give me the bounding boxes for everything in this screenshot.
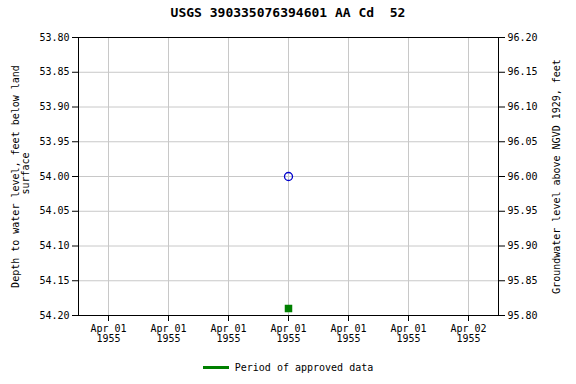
svg-text:54.10: 54.10 (39, 240, 69, 251)
svg-text:Apr 011955: Apr 011955 (390, 323, 426, 344)
svg-text:53.90: 53.90 (39, 101, 69, 112)
svg-text:96.00: 96.00 (508, 171, 538, 182)
svg-text:95.85: 95.85 (508, 275, 538, 286)
svg-text:53.85: 53.85 (39, 66, 69, 77)
svg-text:53.95: 53.95 (39, 136, 69, 147)
svg-text:Groundwater level above NGVD 1: Groundwater level above NGVD 1929, feet (551, 59, 562, 294)
svg-text:Depth to water level, feet bel: Depth to water level, feet below land su… (10, 65, 31, 288)
svg-text:95.90: 95.90 (508, 240, 538, 251)
svg-text:Apr 011955: Apr 011955 (270, 323, 306, 344)
html-text:USGS 390335076394601 AA Cd 52: USGS 390335076394601 AA Cd 52 (170, 5, 406, 20)
svg-text:96.05: 96.05 (508, 136, 538, 147)
svg-text:96.15: 96.15 (508, 66, 538, 77)
svg-text:Apr 011955: Apr 011955 (330, 323, 366, 344)
svg-text:95.80: 95.80 (508, 310, 538, 321)
html-text:Period of approved data: Period of approved data (234, 361, 374, 373)
svg-text:95.95: 95.95 (508, 205, 538, 216)
svg-text:54.15: 54.15 (39, 275, 69, 286)
svg-text:54.00: 54.00 (39, 171, 69, 182)
svg-text:Apr 011955: Apr 011955 (210, 323, 246, 344)
svg-text:Apr 021955: Apr 021955 (450, 323, 486, 344)
svg-text:53.80: 53.80 (39, 32, 69, 43)
svg-text:96.20: 96.20 (508, 32, 538, 43)
svg-text:54.05: 54.05 (39, 205, 69, 216)
svg-text:96.10: 96.10 (508, 101, 538, 112)
svg-text:Apr 011955: Apr 011955 (90, 323, 126, 344)
svg-text:Apr 011955: Apr 011955 (150, 323, 186, 344)
svg-text:54.20: 54.20 (39, 310, 69, 321)
